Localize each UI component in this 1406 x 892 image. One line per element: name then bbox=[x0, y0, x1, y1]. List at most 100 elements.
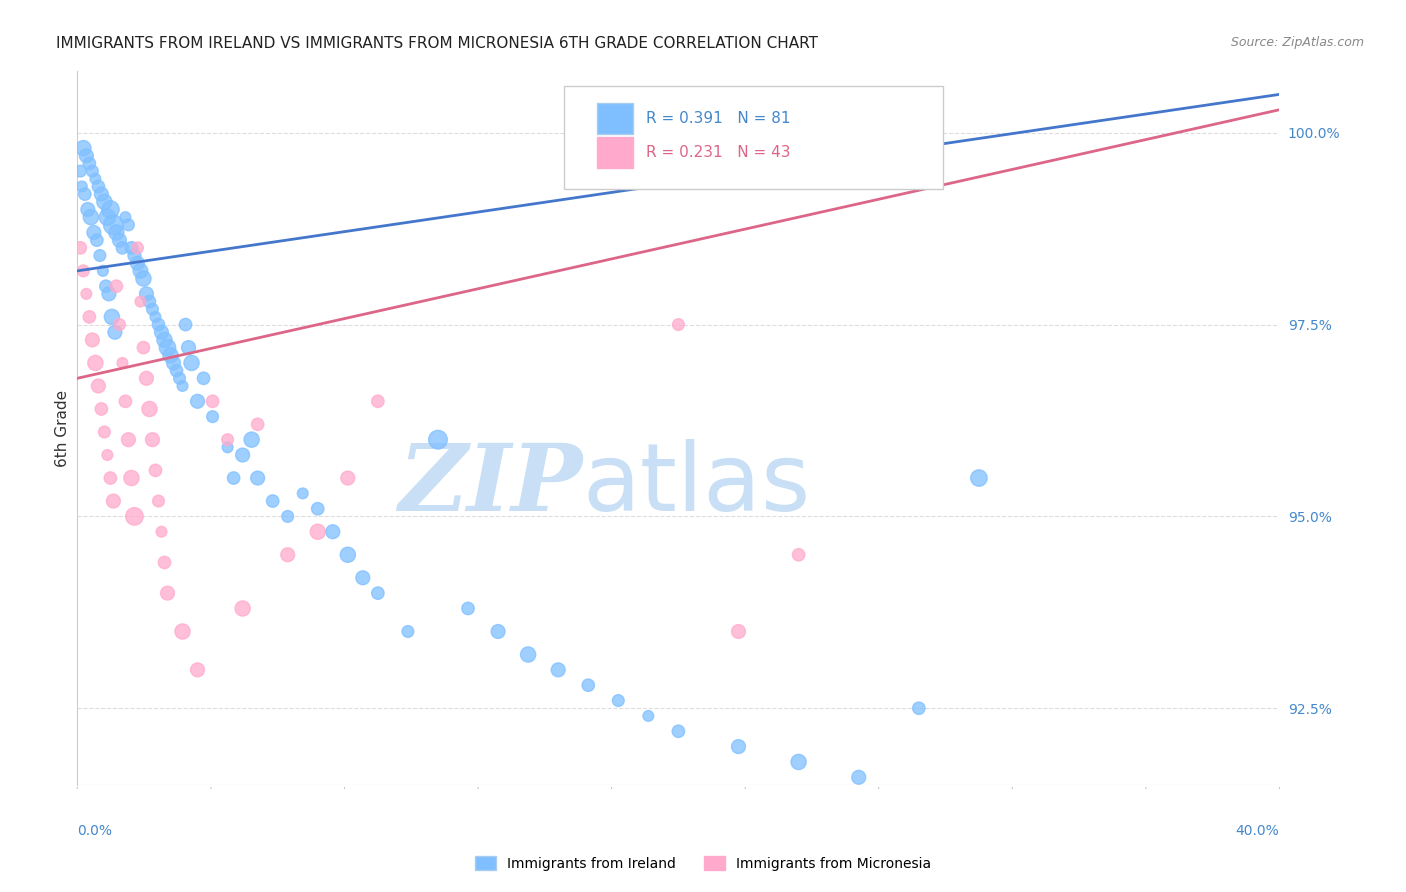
Point bbox=[70, 179, 93, 194]
Point bbox=[75, 286, 97, 301]
Point bbox=[162, 356, 184, 370]
Point bbox=[114, 210, 136, 224]
Point bbox=[396, 624, 419, 639]
Point bbox=[246, 417, 269, 432]
Point bbox=[367, 586, 389, 600]
Point bbox=[153, 333, 176, 347]
Point bbox=[93, 194, 115, 209]
Point bbox=[76, 202, 98, 217]
Point bbox=[90, 401, 112, 416]
Point bbox=[100, 202, 122, 217]
Text: Source: ZipAtlas.com: Source: ZipAtlas.com bbox=[1230, 36, 1364, 49]
Point bbox=[108, 233, 131, 247]
Point bbox=[166, 363, 188, 377]
Point bbox=[94, 279, 117, 293]
Point bbox=[141, 302, 163, 317]
Point bbox=[132, 271, 155, 285]
Point bbox=[153, 556, 176, 570]
Point bbox=[277, 509, 299, 524]
Point bbox=[138, 401, 160, 416]
Point bbox=[124, 509, 146, 524]
Point bbox=[145, 463, 167, 477]
Point bbox=[69, 241, 91, 255]
Text: IMMIGRANTS FROM IRELAND VS IMMIGRANTS FROM MICRONESIA 6TH GRADE CORRELATION CHAR: IMMIGRANTS FROM IRELAND VS IMMIGRANTS FR… bbox=[56, 36, 818, 51]
Text: R = 0.391   N = 81: R = 0.391 N = 81 bbox=[645, 111, 790, 126]
Point bbox=[141, 433, 163, 447]
Point bbox=[367, 394, 389, 409]
Point bbox=[83, 226, 105, 240]
Point bbox=[103, 494, 125, 508]
Point bbox=[111, 356, 134, 370]
Point bbox=[352, 571, 374, 585]
Point bbox=[547, 663, 569, 677]
Point bbox=[100, 471, 122, 485]
Point bbox=[246, 471, 269, 485]
Point bbox=[96, 448, 118, 462]
Point bbox=[201, 394, 224, 409]
FancyBboxPatch shape bbox=[596, 137, 633, 169]
Point bbox=[222, 471, 245, 485]
Point bbox=[159, 348, 181, 362]
Point bbox=[217, 441, 239, 455]
Point bbox=[180, 356, 202, 370]
Point bbox=[79, 310, 101, 324]
Point bbox=[307, 501, 329, 516]
Point bbox=[148, 318, 170, 332]
Point bbox=[201, 409, 224, 424]
Point bbox=[69, 164, 91, 178]
Point bbox=[517, 648, 540, 662]
Point bbox=[145, 310, 167, 324]
Point bbox=[967, 471, 990, 485]
Point bbox=[129, 264, 152, 278]
Point bbox=[105, 279, 128, 293]
Point bbox=[79, 156, 101, 170]
Point bbox=[87, 379, 110, 393]
Point bbox=[177, 341, 200, 355]
Point bbox=[135, 286, 157, 301]
Point bbox=[187, 394, 209, 409]
Point bbox=[129, 294, 152, 309]
Point bbox=[93, 425, 115, 439]
Point bbox=[101, 310, 124, 324]
Point bbox=[89, 248, 111, 262]
Point bbox=[908, 701, 931, 715]
Point bbox=[150, 325, 173, 339]
Point bbox=[262, 494, 284, 508]
Point bbox=[486, 624, 509, 639]
Text: 0.0%: 0.0% bbox=[77, 824, 112, 838]
Point bbox=[87, 179, 110, 194]
Point bbox=[668, 318, 690, 332]
Point bbox=[117, 433, 139, 447]
Text: 40.0%: 40.0% bbox=[1236, 824, 1279, 838]
Point bbox=[193, 371, 215, 385]
Point bbox=[169, 371, 191, 385]
Point bbox=[336, 548, 359, 562]
Point bbox=[427, 433, 450, 447]
Point bbox=[787, 755, 810, 769]
Point bbox=[172, 624, 194, 639]
Point bbox=[72, 264, 94, 278]
Point bbox=[84, 171, 107, 186]
Text: R = 0.231   N = 43: R = 0.231 N = 43 bbox=[645, 145, 790, 161]
Text: ZIP: ZIP bbox=[398, 441, 582, 530]
Point bbox=[727, 739, 749, 754]
Point bbox=[277, 548, 299, 562]
Point bbox=[72, 141, 94, 155]
Point bbox=[127, 256, 149, 270]
Y-axis label: 6th Grade: 6th Grade bbox=[55, 390, 70, 467]
Point bbox=[336, 471, 359, 485]
Point bbox=[75, 149, 97, 163]
Point bbox=[114, 394, 136, 409]
FancyBboxPatch shape bbox=[596, 103, 633, 134]
Point bbox=[187, 663, 209, 677]
Point bbox=[111, 241, 134, 255]
Point bbox=[291, 486, 314, 500]
Point bbox=[86, 233, 108, 247]
Point bbox=[82, 333, 104, 347]
Point bbox=[117, 218, 139, 232]
Point bbox=[73, 187, 96, 202]
Point bbox=[103, 218, 125, 232]
FancyBboxPatch shape bbox=[564, 86, 943, 189]
Point bbox=[138, 294, 160, 309]
Point bbox=[848, 770, 870, 784]
